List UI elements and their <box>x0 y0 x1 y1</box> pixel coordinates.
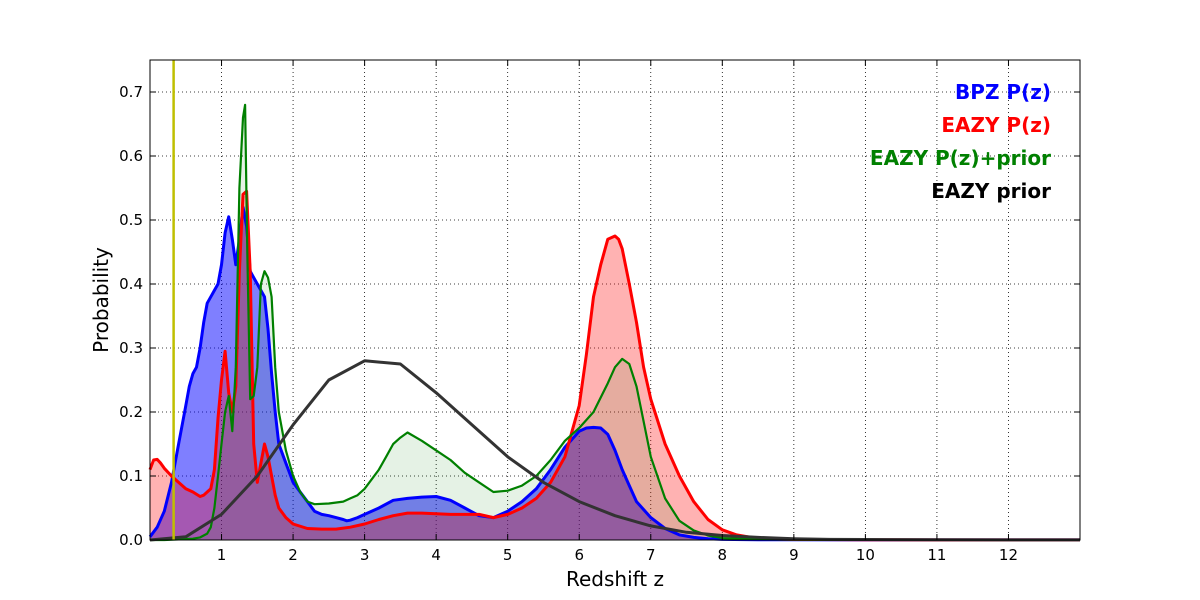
y-tick-label: 0.3 <box>119 339 143 357</box>
grid <box>150 60 1080 541</box>
x-tick-label: 2 <box>288 546 298 564</box>
x-tick-labels: 1 2 3 4 5 6 7 8 9 10 11 12 <box>217 546 1018 564</box>
legend-entry: EAZY P(z) <box>941 113 1051 137</box>
y-tick-label: 0.7 <box>119 83 143 101</box>
y-tick-label: 0.4 <box>119 275 143 293</box>
x-tick-label: 10 <box>856 546 875 564</box>
series-lines <box>148 103 1080 542</box>
y-axis-title: Probability <box>89 247 113 353</box>
x-tick-label: 4 <box>431 546 441 564</box>
x-tick-label: 5 <box>503 546 513 564</box>
x-axis-title: Redshift z <box>566 567 664 591</box>
legend-entry: EAZY P(z)+prior <box>870 146 1051 170</box>
x-tick-label: 9 <box>789 546 799 564</box>
x-tick-label: 6 <box>574 546 584 564</box>
axis-ticks <box>150 60 1080 541</box>
y-tick-label: 0.5 <box>119 211 143 229</box>
x-tick-label: 3 <box>360 546 370 564</box>
plot-frame <box>149 59 1081 541</box>
y-tick-labels: 0.0 0.1 0.2 0.3 0.4 0.5 0.6 0.7 <box>119 83 143 549</box>
series-line-0 <box>148 205 1080 542</box>
y-tick-label: 0.1 <box>119 467 143 485</box>
legend-entry: BPZ P(z) <box>955 80 1051 104</box>
y-tick-label: 0.6 <box>119 147 143 165</box>
x-tick-label: 7 <box>646 546 656 564</box>
legend-entry: EAZY prior <box>931 179 1051 203</box>
x-tick-label: 11 <box>927 546 946 564</box>
y-tick-label: 0.0 <box>119 531 143 549</box>
x-tick-label: 8 <box>718 546 728 564</box>
y-tick-label: 0.2 <box>119 403 143 421</box>
series-line-2 <box>150 103 1080 542</box>
series-line-1 <box>148 189 1080 542</box>
x-tick-label: 12 <box>999 546 1018 564</box>
legend: BPZ P(z) EAZY P(z) EAZY P(z)+prior EAZY pri… <box>870 80 1051 203</box>
series-fill-0 <box>150 207 1080 540</box>
series-line-3 <box>149 359 1080 542</box>
x-tick-label: 1 <box>217 546 227 564</box>
